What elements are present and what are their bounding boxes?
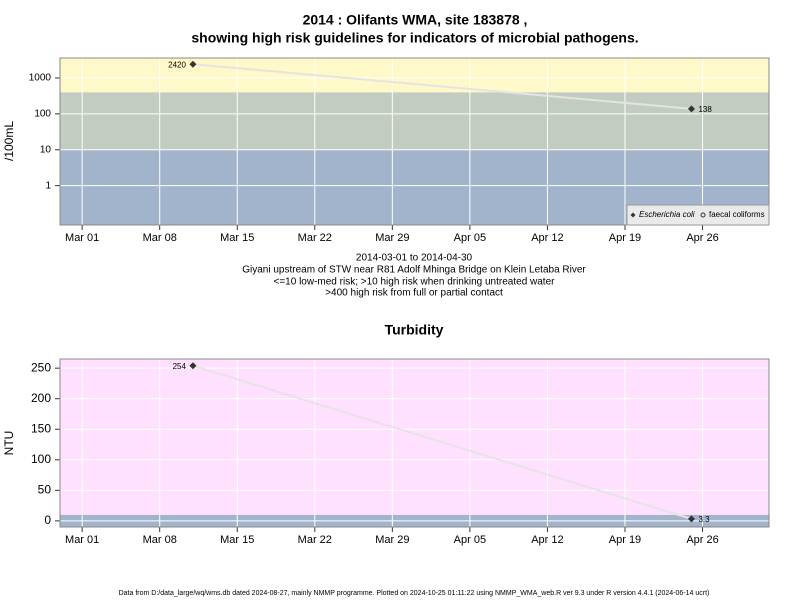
data-point [189,60,197,68]
legend-label: faecal coliforms [709,210,765,219]
legend-box [626,204,770,226]
legend-label: Escherichia coli [639,210,695,219]
y-tick-label: 200 [31,391,51,405]
y-axis-label: NTU [2,431,16,456]
footer: Data from D:/data_large/wq/wms.db dated … [119,590,710,597]
chart-title: Turbidity [385,322,444,338]
data-label: 138 [698,105,712,114]
legend-marker [700,212,706,218]
risk-band [60,58,769,93]
y-tick-label: 150 [31,421,51,435]
y-tick-label: 1000 [29,73,52,84]
data-label: 254 [173,362,187,371]
chart-title: 2014 : Olifants WMA, site 183878 , [303,12,528,28]
note: Giyani upstream of STW near R81 Adolf Mh… [242,265,586,276]
x-tick-label: Mar 01 [65,232,99,244]
y-tick-label: 250 [31,360,51,374]
x-tick-label: Apr 05 [454,534,486,546]
note: >400 high risk from full or partial cont… [325,288,503,299]
y-tick-label: 100 [31,452,51,466]
note: 2014-03-01 to 2014-04-30 [356,253,473,264]
y-tick-label: 50 [38,483,52,497]
x-tick-label: Mar 15 [220,232,254,244]
y-tick-label: 100 [34,108,51,119]
x-tick-label: Mar 01 [65,534,99,546]
x-tick-label: Apr 12 [531,534,563,546]
x-tick-label: Mar 22 [298,232,332,244]
data-label: 3.3 [698,515,710,524]
x-tick-label: Apr 26 [686,534,718,546]
y-tick-label: 1 [45,180,51,191]
x-tick-label: Mar 22 [298,534,332,546]
data-point [687,515,695,523]
chart-subtitle: showing high risk guidelines for indicat… [191,30,638,46]
y-tick-label: 10 [40,144,52,155]
risk-band [60,92,769,150]
plot-frame [59,358,770,528]
x-tick-label: Apr 19 [609,232,641,244]
y-axis-label: /100mL [2,121,16,161]
x-tick-label: Apr 26 [686,232,718,244]
x-tick-label: Mar 29 [375,232,409,244]
x-tick-label: Mar 08 [143,534,177,546]
note: <=10 low-med risk; >10 high risk when dr… [274,277,556,288]
risk-band [60,359,769,515]
x-tick-label: Apr 05 [454,232,486,244]
x-tick-label: Mar 29 [375,534,409,546]
data-point [189,362,197,370]
data-point [687,105,695,113]
x-tick-label: Apr 19 [609,534,641,546]
data-label: 2420 [168,60,186,69]
x-tick-label: Apr 12 [531,232,563,244]
x-tick-label: Mar 08 [143,232,177,244]
plot-frame [59,57,770,226]
legend-marker [630,212,636,218]
x-tick-label: Mar 15 [220,534,254,546]
series-line [192,63,692,110]
series-line [192,364,692,520]
y-tick-label: 0 [44,513,51,527]
